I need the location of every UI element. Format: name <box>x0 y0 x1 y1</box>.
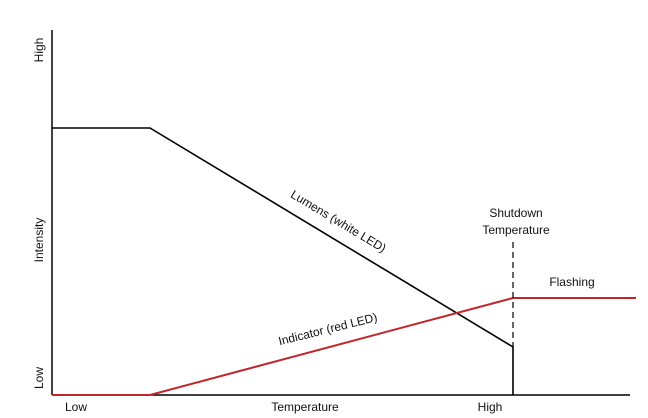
x-axis-label: Temperature <box>271 400 339 414</box>
y-axis-label: Intensity <box>32 218 46 263</box>
shutdown-label: Temperature <box>482 223 550 237</box>
flashing-label: Flashing <box>549 275 594 289</box>
lumens-curve <box>52 127 514 395</box>
indicator-curve <box>52 297 636 396</box>
shutdown-label: Shutdown <box>489 206 542 220</box>
x-high-label: High <box>478 400 503 414</box>
y-low-label: Low <box>32 367 46 389</box>
indicator-label: Indicator (red LED) <box>277 310 379 348</box>
y-high-label: High <box>32 38 46 63</box>
x-low-label: Low <box>65 400 87 414</box>
